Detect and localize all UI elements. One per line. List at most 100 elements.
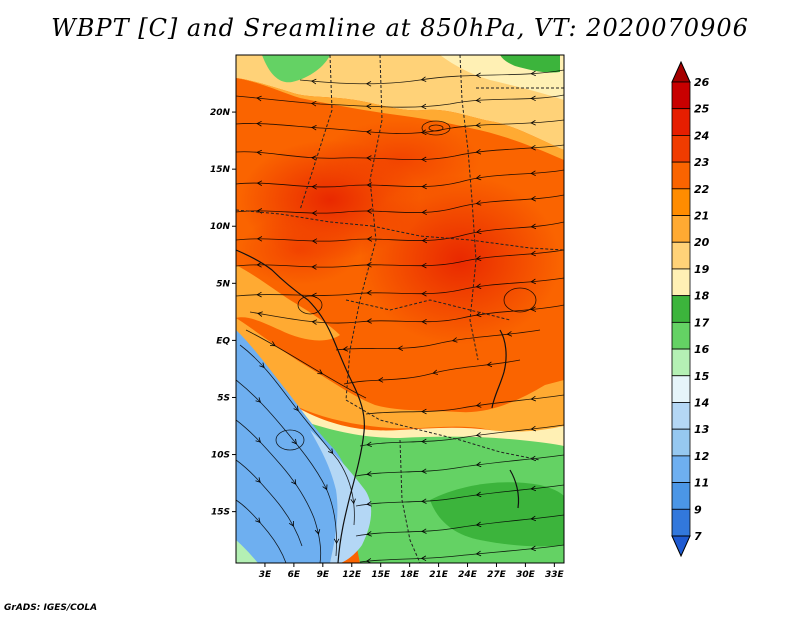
streamline-arrowhead — [333, 538, 340, 545]
streamline-arrowhead — [530, 515, 537, 522]
field-southwest-pale-blue — [310, 430, 372, 563]
streamline-arrowhead — [397, 345, 403, 351]
colorbar-swatch — [671, 295, 691, 323]
lon-tick-label: 9E — [317, 570, 330, 580]
streamline — [236, 459, 303, 547]
field-north-green — [500, 55, 560, 73]
streamline-arrowhead — [366, 318, 372, 324]
streamline-arrowhead — [256, 149, 262, 156]
colorbar-label: 22 — [694, 183, 710, 196]
vortex — [428, 124, 444, 132]
streamline-arrowhead — [421, 318, 427, 325]
streamline — [236, 379, 337, 557]
colorbar-label: 9 — [694, 503, 702, 516]
streamline — [299, 69, 564, 85]
streamline-arrowhead — [366, 471, 372, 477]
lon-tick-label: 30E — [516, 570, 536, 580]
streamline — [335, 329, 541, 351]
streamline-arrowhead — [327, 448, 334, 455]
streamline — [236, 169, 564, 188]
lon-tick-label: 15E — [371, 570, 391, 580]
streamline-arrowhead — [420, 129, 427, 135]
streamline-arrowhead — [291, 479, 297, 485]
border — [345, 299, 511, 321]
colorbar-top-arrow — [671, 60, 691, 83]
streamline-arrowhead — [322, 484, 328, 491]
streamline-arrowhead — [530, 170, 536, 176]
streamline-arrowhead — [366, 290, 372, 296]
vortex — [421, 120, 451, 136]
streamline-arrowhead — [475, 122, 481, 128]
streamline-arrowhead — [311, 264, 317, 270]
colorbar-swatch — [671, 188, 691, 216]
streamline-arrowhead — [256, 236, 263, 242]
streamline-arrowhead — [259, 362, 265, 369]
streamline-arrowhead — [317, 369, 324, 375]
colorbar-label: 24 — [694, 129, 709, 142]
streamline — [343, 359, 521, 385]
colorbar-label: 18 — [694, 290, 710, 303]
lat-tick-label: 10N — [210, 222, 231, 232]
streamline-arrowhead — [255, 517, 261, 524]
streamline — [236, 249, 564, 268]
streamline-arrowhead — [421, 237, 428, 244]
field-north-pale — [236, 55, 564, 150]
streamline — [236, 499, 287, 563]
colorbar-bottom-arrow — [671, 535, 691, 558]
streamline-arrowhead — [475, 461, 482, 468]
streamline-arrowhead — [256, 208, 263, 214]
streamline-arrowhead — [420, 103, 427, 110]
field-nw-green — [262, 55, 330, 83]
streamline — [245, 329, 367, 399]
border — [459, 55, 479, 361]
streamline-arrowhead — [311, 155, 317, 161]
map-title: WBPT [C] and Sreamline at 850hPa, VT: 20… — [51, 14, 749, 42]
colorbar-swatch — [671, 215, 691, 243]
lake — [491, 329, 507, 409]
streamline-arrows — [255, 70, 537, 563]
colorbar-swatch — [671, 348, 691, 377]
lat-tick-label: 15S — [211, 508, 230, 518]
grads-credit: GrADS: IGES/COLA — [4, 603, 98, 613]
streamline-arrowhead — [421, 209, 427, 216]
streamline-arrowhead — [314, 528, 321, 535]
colorbar-label: 20 — [694, 236, 710, 249]
streamline-arrowhead — [421, 408, 427, 415]
streamline-arrowhead — [475, 432, 482, 438]
streamline-arrowhead — [366, 531, 372, 537]
border — [236, 209, 373, 227]
streamline-arrowhead — [255, 477, 261, 483]
streamline-arrowhead — [365, 81, 372, 87]
streamline — [359, 544, 564, 563]
colorbar-swatch — [671, 108, 691, 136]
streamline-arrowhead — [366, 501, 372, 507]
field-coastal-green — [236, 540, 258, 563]
lon-tick-label: 21E — [429, 570, 449, 580]
streamline-arrowhead — [451, 337, 458, 343]
colorbar-label: 26 — [694, 76, 710, 89]
streamline-arrowhead — [421, 183, 427, 190]
streamline-arrowhead — [475, 228, 482, 235]
colorbar-label: 25 — [694, 103, 710, 116]
colorbar-label: 16 — [694, 343, 710, 356]
streamline-arrowhead — [530, 395, 537, 402]
colorbar-swatch — [671, 321, 691, 350]
border — [399, 439, 421, 563]
lon-tick-label: 18E — [400, 570, 420, 580]
streamline-arrowhead — [256, 95, 262, 102]
lake — [509, 469, 520, 509]
colorbar-swatch — [671, 241, 691, 270]
streamline-arrowhead — [311, 184, 317, 190]
streamline — [236, 94, 564, 108]
streamline-arrowhead — [377, 377, 384, 383]
colorbar-label: 14 — [694, 396, 709, 409]
colorbar-swatch — [671, 268, 691, 297]
streamline-arrowhead — [366, 208, 372, 214]
streamline-arrowhead — [311, 238, 318, 244]
streamline — [359, 424, 564, 447]
streamline-arrowhead — [366, 155, 372, 161]
colorbar-swatch — [671, 508, 691, 537]
streamline-arrowhead — [475, 72, 481, 79]
streamline-arrowhead — [311, 292, 317, 299]
